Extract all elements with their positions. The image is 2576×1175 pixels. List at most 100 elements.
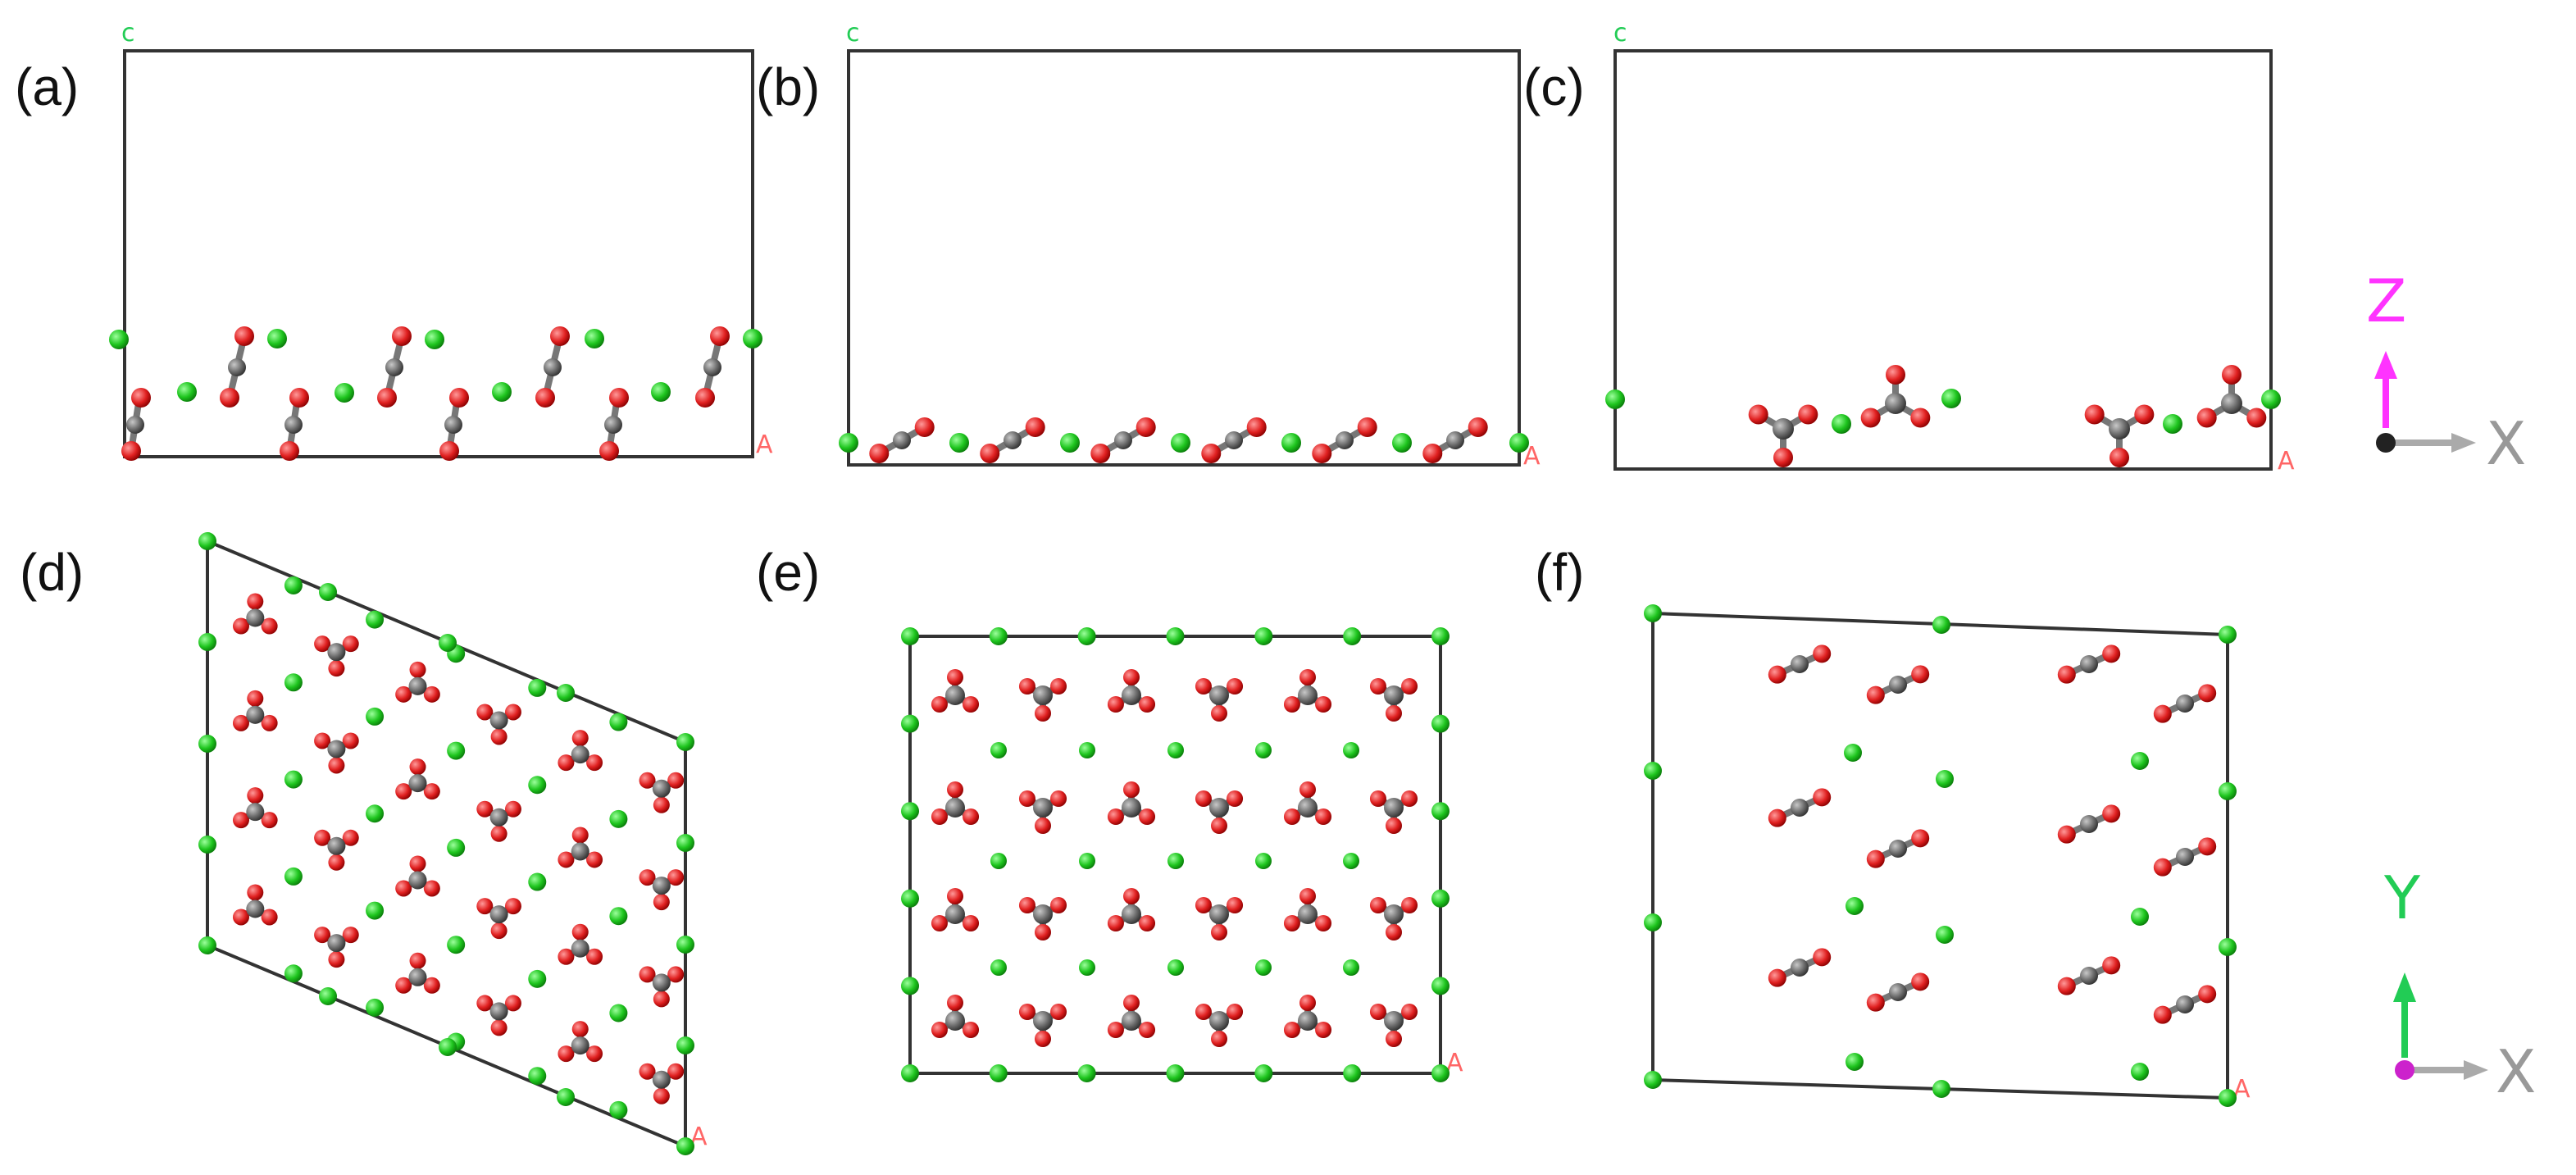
red-atom <box>1386 924 1402 940</box>
axis-y-label: Y <box>2383 863 2421 932</box>
red-atom <box>121 441 141 461</box>
red-atom <box>931 915 948 931</box>
red-atom <box>423 977 440 994</box>
axis-y-arrowhead <box>2393 972 2416 1002</box>
red-atom <box>2057 825 2076 844</box>
red-atom <box>2102 956 2121 975</box>
grey-atom <box>1773 418 1794 439</box>
red-atom <box>2109 448 2129 467</box>
red-atom <box>476 704 494 721</box>
axis-x-arrowhead-top <box>2464 1060 2488 1080</box>
red-atom <box>490 728 507 745</box>
red-atom <box>328 660 345 677</box>
green-atom <box>990 853 1007 869</box>
red-atom <box>232 909 249 926</box>
red-atom <box>1107 915 1124 931</box>
red-atom <box>1025 417 1045 437</box>
red-atom <box>1035 817 1051 834</box>
red-atom <box>490 825 507 842</box>
red-atom <box>609 388 629 408</box>
red-atom <box>639 1063 656 1080</box>
green-atom <box>990 742 1007 758</box>
green-atom <box>989 1064 1008 1082</box>
red-atom <box>639 869 656 886</box>
green-atom <box>1281 433 1301 453</box>
grey-atom <box>2221 393 2242 414</box>
green-atom <box>1644 762 1662 780</box>
red-atom <box>2084 404 2105 425</box>
grey-atom <box>408 968 427 986</box>
grey-atom <box>571 842 589 861</box>
green-atom <box>1166 627 1185 645</box>
red-atom <box>423 783 440 800</box>
green-atom <box>528 969 547 988</box>
green-atom <box>1644 913 1662 931</box>
red-atom <box>599 441 619 461</box>
grey-atom <box>1225 431 1243 449</box>
green-atom <box>319 583 337 601</box>
red-atom <box>931 1022 948 1038</box>
red-atom <box>1866 993 1885 1012</box>
red-atom <box>2057 977 2076 995</box>
grey-atom <box>1791 799 1809 817</box>
green-atom <box>1431 802 1450 821</box>
grey-atom <box>1209 685 1229 705</box>
red-atom <box>1813 948 1832 967</box>
red-atom <box>571 1021 589 1038</box>
red-atom <box>314 732 331 749</box>
red-atom <box>395 783 412 800</box>
grey-atom <box>604 416 622 434</box>
green-atom <box>366 707 385 726</box>
green-atom <box>1166 1064 1185 1082</box>
red-atom <box>1123 669 1140 685</box>
red-atom <box>1035 924 1051 940</box>
red-atom <box>931 808 948 825</box>
red-atom <box>1401 678 1418 695</box>
grey-atom <box>2176 995 2194 1013</box>
red-atom <box>2134 404 2155 425</box>
grey-atom <box>408 871 427 890</box>
red-atom <box>1139 696 1156 713</box>
red-atom <box>1136 417 1156 437</box>
red-atom <box>2153 704 2172 723</box>
red-atom <box>963 696 980 713</box>
grey-atom <box>1209 1011 1229 1031</box>
red-atom <box>280 441 299 461</box>
green-atom <box>1392 433 1412 453</box>
green-atom <box>492 382 512 402</box>
red-atom <box>1369 897 1386 913</box>
red-atom <box>247 690 264 707</box>
grey-atom <box>945 685 965 705</box>
panel-label-e: (e) <box>756 543 820 602</box>
green-atom <box>439 634 457 652</box>
green-atom <box>1079 742 1095 758</box>
red-atom <box>342 829 359 846</box>
green-atom <box>743 329 762 348</box>
red-atom <box>1195 678 1212 695</box>
red-atom <box>504 704 521 721</box>
red-atom <box>586 851 603 868</box>
green-atom <box>557 1088 575 1106</box>
red-atom <box>586 754 603 772</box>
grey-atom <box>945 1011 965 1031</box>
red-atom <box>1860 408 1881 428</box>
panel-label-c: (c) <box>1523 57 1585 116</box>
axis-z-label: Z <box>2366 266 2406 335</box>
grey-atom <box>1791 959 1809 977</box>
grey-atom <box>652 1070 671 1089</box>
grey-atom <box>228 358 246 376</box>
grey-atom <box>1889 676 1907 694</box>
grey-atom <box>571 745 589 764</box>
red-atom <box>710 326 730 346</box>
cell-label-a-e: A <box>1446 1049 1463 1077</box>
red-atom <box>1911 665 1930 684</box>
red-atom <box>1312 444 1332 463</box>
grey-atom <box>246 899 265 918</box>
red-atom <box>963 808 980 825</box>
green-atom <box>585 329 604 348</box>
grey-atom <box>652 779 671 798</box>
green-atom <box>1936 770 1954 788</box>
red-atom <box>1035 705 1051 722</box>
grey-atom <box>1298 685 1318 705</box>
red-atom <box>395 880 412 897</box>
